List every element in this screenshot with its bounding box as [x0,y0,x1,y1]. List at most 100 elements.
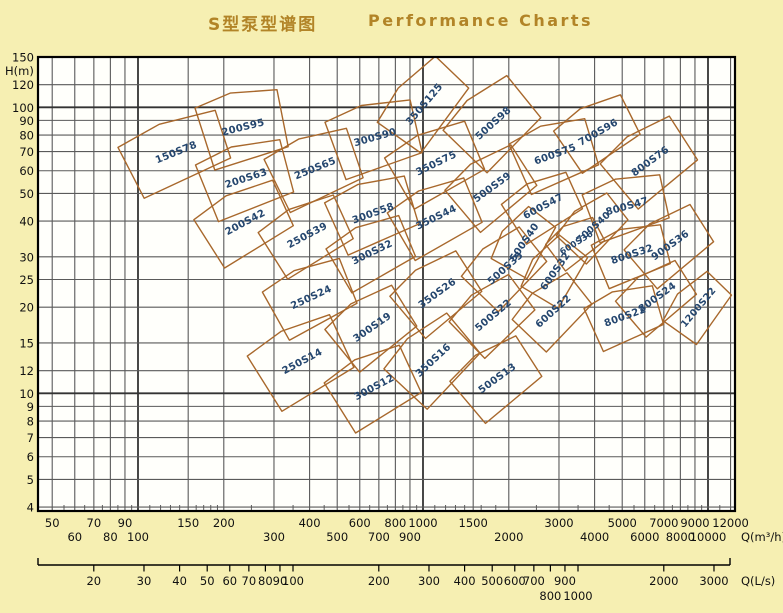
ls-tick-label: 300 [418,574,440,588]
pump-region-250S39 [257,194,354,280]
pump-region-800S22 [583,285,665,353]
y-tick-label: 50 [19,187,34,201]
pump-region-600S32 [520,234,589,310]
y-tick-label: 80 [19,129,34,143]
x-tick-label: 2000 [494,530,523,544]
pump-region-500S22 [448,273,536,360]
pump-region-500S13 [449,335,543,425]
pump-region-300S90 [324,99,423,181]
pump-region-200S95 [194,88,289,171]
plot-area [38,57,735,511]
pump-region-500S35 [460,226,548,313]
y-tick-label: 40 [19,215,34,229]
x-tick-label: 8000 [666,530,695,544]
y-tick-label: 90 [19,114,34,128]
x-tick-label: 9000 [680,516,709,530]
x-tick-label: 700 [368,530,390,544]
pump-region-200S63 [194,138,295,223]
ls-tick-label: 700 [523,574,545,588]
ls-tick-label: 60 [222,574,237,588]
ls-tick-label: 900 [554,574,576,588]
x-tick-label: 300 [263,530,285,544]
x-tick-label: 200 [213,516,235,530]
y-tick-label: 6 [27,450,34,464]
ls-tick-label: 500 [481,574,503,588]
y-tick-label: 8 [27,415,34,429]
pump-region-500S98 [442,74,542,174]
pump-region-350S75 [383,120,486,210]
y-tick-label: 150 [12,50,34,64]
x-tick-label: 80 [103,530,118,544]
y-tick-label: 5 [27,473,34,487]
y-axis-unit: H(m) [5,64,34,78]
x-tick-label: 900 [399,530,421,544]
x-tick-label: 10000 [690,530,727,544]
pump-region-600S47 [500,171,584,245]
pump-region-150S78 [117,109,232,200]
pump-region-700S96 [552,94,641,175]
pump-region-250S24 [261,257,358,341]
pump-region-800S76 [599,115,699,210]
pump-region-500S59 [444,144,538,234]
ls-tick-label: 1000 [563,589,592,603]
x-axis-unit: Q(m³/h) [741,530,783,544]
pump-region-700S40 [555,192,629,265]
ls-tick-label: 30 [137,574,152,588]
pump-region-300S12 [323,344,422,434]
x-tick-label: 150 [177,516,199,530]
y-tick-label: 60 [19,164,34,178]
pump-region-1200S22 [662,270,733,346]
pump-region-800S32 [590,224,671,290]
chart-title-zh: S型泵型谱图 [208,15,318,35]
y-tick-label: 15 [19,336,34,350]
x-tick-label: 500 [326,530,348,544]
ls-tick-label: 70 [242,574,257,588]
ls-tick-label: 600 [504,574,526,588]
x-tick-label: 50 [45,516,60,530]
pump-region-500S40 [490,205,557,280]
x-tick-label: 7000 [649,516,678,530]
chart-title: S型泵型谱图 Performance Charts [0,8,783,35]
y-tick-label: 4 [27,501,34,515]
x-tick-label: 4000 [580,530,609,544]
pump-region-250S65 [263,127,364,214]
plot-border [36,55,737,513]
ls-axis-unit: Q(L/s) [741,574,775,588]
ls-tick-label: 20 [86,574,101,588]
x-tick-label: 60 [67,530,82,544]
y-tick-label: 30 [19,250,34,264]
ls-tick-label: 400 [454,574,476,588]
y-tick-label: 9 [27,400,34,414]
x-tick-label: 5000 [608,516,637,530]
pump-region-350S125 [376,57,470,154]
y-tick-label: 12 [19,364,34,378]
x-tick-label: 800 [384,516,406,530]
y-tick-label: 70 [19,145,34,159]
x-axis-labels: 50 70 90 150 200 400 600 800 1000 1500 3000 5000 700… [45,516,783,544]
pump-regions [117,57,733,434]
x-tick-label: 400 [299,516,321,530]
ls-tick-label: 800 [539,589,561,603]
x-minor-ticks [63,505,721,510]
pump-region-800S24 [614,259,698,338]
pump-region-600S75 [508,117,600,196]
ls-tick-label: 200 [368,574,390,588]
pump-region-900S36 [623,203,715,290]
y-tick-label: 120 [12,78,34,92]
x-tick-label: 1000 [408,516,437,530]
y-tick-label: 25 [19,273,34,287]
x-tick-label: 90 [118,516,133,530]
chart-title-en: Performance Charts [368,11,594,30]
ls-tick-label: 3000 [699,574,728,588]
grid-lines [38,57,735,511]
x-tick-label: 70 [87,516,102,530]
pump-region-250S14 [246,314,355,412]
y-tick-label: 7 [27,431,34,445]
x-tick-label: 600 [349,516,371,530]
ls-tick-label: 90 [273,574,288,588]
pump-region-300S32 [325,214,417,294]
